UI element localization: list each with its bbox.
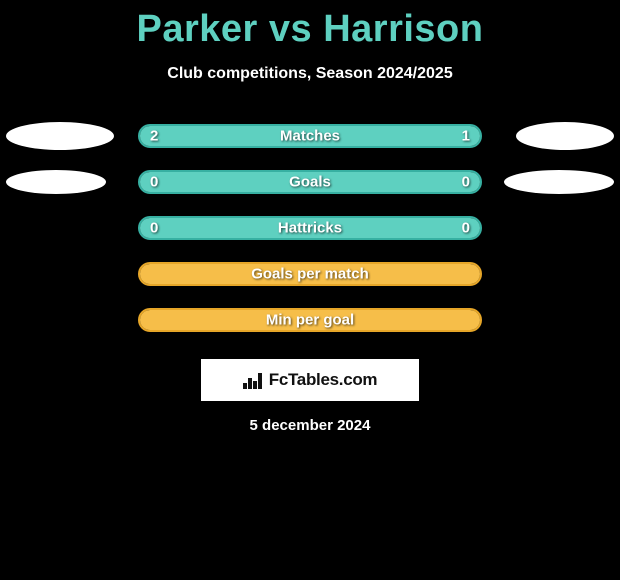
stat-row: Goals00 [0, 159, 620, 205]
stat-bar-right-fill [367, 126, 480, 146]
date-line: 5 december 2024 [0, 417, 620, 434]
stats-rows: Matches21Goals00Hattricks00Goals per mat… [0, 113, 620, 343]
player-marker-left [6, 170, 106, 194]
stat-bar [138, 262, 482, 286]
stat-bar-right-fill [310, 172, 480, 192]
stat-bar-left-fill [140, 264, 480, 284]
source-logo: FcTables.com [201, 359, 419, 401]
stat-bar [138, 170, 482, 194]
stat-bar-left-fill [140, 126, 367, 146]
stat-bar-left-fill [140, 172, 310, 192]
stat-row: Min per goal [0, 297, 620, 343]
stat-bar-right-fill [310, 218, 480, 238]
stat-row: Hattricks00 [0, 205, 620, 251]
stat-row: Goals per match [0, 251, 620, 297]
stat-bar [138, 308, 482, 332]
subtitle: Club competitions, Season 2024/2025 [0, 65, 620, 83]
player-marker-right [516, 122, 614, 150]
page-title: Parker vs Harrison [0, 0, 620, 51]
stat-row: Matches21 [0, 113, 620, 159]
stat-bar [138, 216, 482, 240]
stat-bar [138, 124, 482, 148]
stat-bar-left-fill [140, 310, 480, 330]
logo-text: FcTables.com [269, 370, 378, 390]
bar-chart-icon [243, 371, 265, 389]
player-marker-right [504, 170, 614, 194]
player-marker-left [6, 122, 114, 150]
stat-bar-left-fill [140, 218, 310, 238]
